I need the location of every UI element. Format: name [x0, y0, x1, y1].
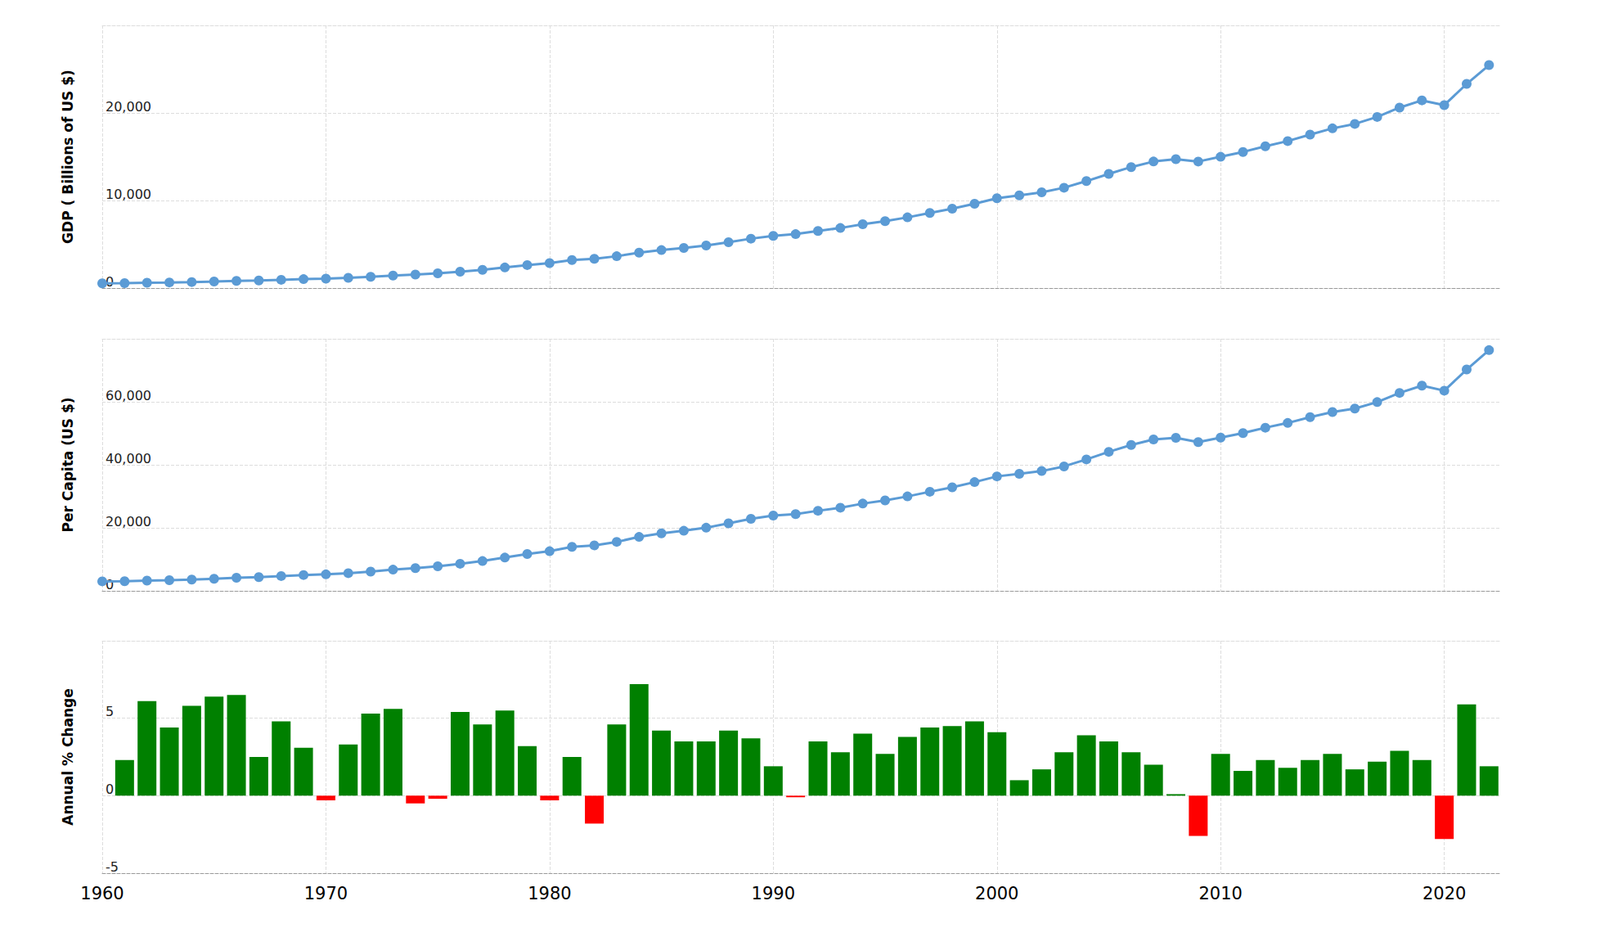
svg-text:2020: 2020	[1422, 883, 1466, 904]
svg-text:0: 0	[105, 781, 114, 797]
svg-text:1960: 1960	[80, 883, 124, 904]
svg-text:0: 0	[105, 576, 114, 593]
svg-text:40,000: 40,000	[105, 450, 152, 467]
svg-text:20,000: 20,000	[105, 98, 152, 115]
svg-text:10,000: 10,000	[105, 186, 152, 203]
svg-text:Per Capita (US $): Per Capita (US $)	[59, 396, 77, 532]
svg-text:-5: -5	[105, 858, 119, 875]
svg-text:1970: 1970	[304, 883, 348, 904]
svg-text:GDP ( Billions of US $): GDP ( Billions of US $)	[59, 69, 77, 244]
svg-text:60,000: 60,000	[105, 387, 152, 404]
svg-text:20,000: 20,000	[105, 513, 152, 530]
svg-text:2000: 2000	[975, 883, 1019, 904]
svg-text:0: 0	[105, 273, 114, 290]
svg-text:5: 5	[105, 703, 114, 720]
svg-text:1990: 1990	[751, 883, 796, 904]
svg-text:2010: 2010	[1198, 883, 1242, 904]
svg-text:Annual % Change: Annual % Change	[59, 687, 77, 826]
svg-text:1980: 1980	[527, 883, 571, 904]
